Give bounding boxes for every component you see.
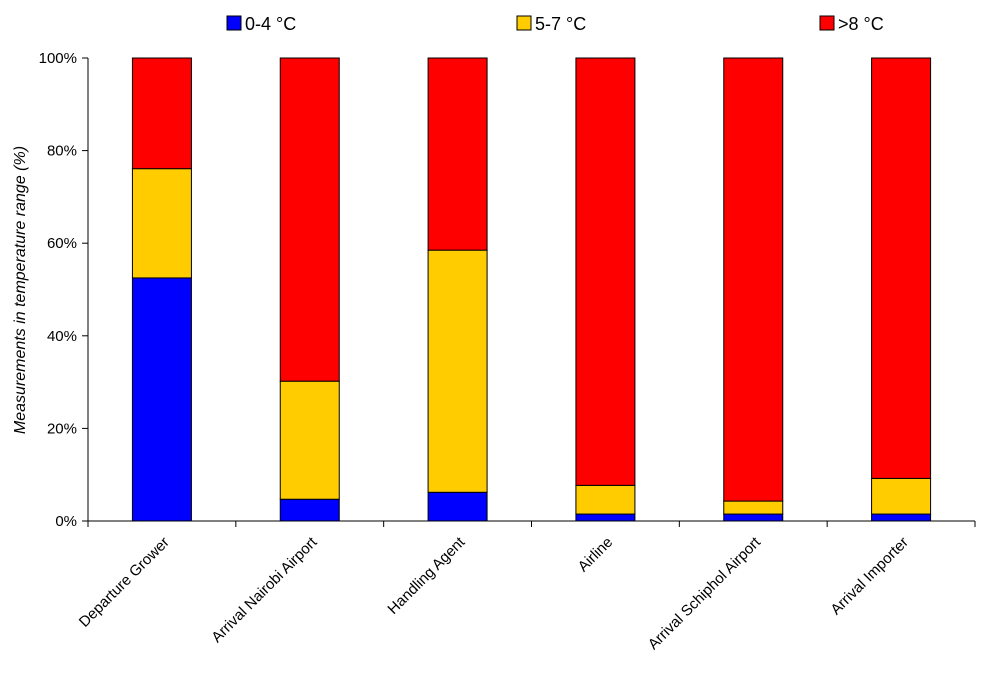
y-tick-label: 20% bbox=[47, 420, 77, 437]
bar-segment bbox=[871, 477, 932, 515]
bar-segment bbox=[427, 491, 488, 522]
bar-segment bbox=[723, 513, 784, 522]
y-axis-label: Measurements in temperature range (%) bbox=[12, 146, 29, 434]
legend-swatch bbox=[226, 15, 242, 31]
bar-segment bbox=[723, 500, 784, 515]
legend-label: 0-4 °C bbox=[245, 14, 296, 34]
bar-segment bbox=[871, 57, 932, 479]
bar-segment bbox=[279, 57, 340, 382]
bar-segment bbox=[131, 57, 192, 170]
bar-segment bbox=[723, 57, 784, 502]
y-tick-label: 60% bbox=[47, 235, 77, 252]
y-tick-label: 80% bbox=[47, 143, 77, 160]
legend-label: 5-7 °C bbox=[535, 14, 586, 34]
legend-swatch bbox=[516, 15, 532, 31]
x-tick-label: Handling Agent bbox=[384, 533, 469, 618]
bar-segment bbox=[427, 249, 488, 493]
bar-segment bbox=[427, 57, 488, 251]
bar-segment bbox=[575, 513, 636, 522]
x-tick-label: Arrival Importer bbox=[827, 534, 912, 619]
bar-segment bbox=[871, 513, 932, 522]
bar-segment bbox=[279, 498, 340, 522]
legend: 0-4 °C 5-7 °C >8 °C bbox=[226, 14, 884, 34]
x-tick-label: Arrival Schiphol Airport bbox=[645, 533, 765, 653]
bars bbox=[131, 57, 932, 522]
y-tick-label: 0% bbox=[55, 513, 77, 530]
bar-segment bbox=[575, 484, 636, 515]
y-axis: 0% 20% 40% 60% 80% 100% bbox=[39, 50, 89, 530]
y-tick-label: 100% bbox=[39, 50, 77, 67]
bar-segment bbox=[575, 57, 636, 486]
y-tick-label: 40% bbox=[47, 328, 77, 345]
x-axis: Departure Grower Arrival Nairobi Airport H… bbox=[76, 520, 976, 653]
x-tick-label: Arrival Nairobi Airport bbox=[208, 533, 321, 646]
x-tick-label: Airline bbox=[575, 534, 616, 575]
bar-segment bbox=[131, 277, 192, 522]
legend-swatch bbox=[819, 15, 835, 31]
legend-label: >8 °C bbox=[838, 14, 884, 34]
bar-segment bbox=[279, 380, 340, 500]
x-tick-label: Departure Grower bbox=[76, 534, 173, 631]
bar-segment bbox=[131, 168, 192, 279]
